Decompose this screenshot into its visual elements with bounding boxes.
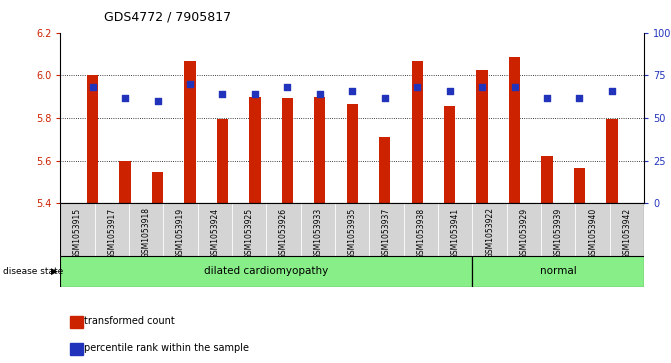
Point xyxy=(607,88,617,94)
Bar xyxy=(152,172,163,203)
FancyBboxPatch shape xyxy=(198,203,232,256)
Point xyxy=(574,95,585,101)
Text: ▶: ▶ xyxy=(51,267,58,276)
Text: GSM1053940: GSM1053940 xyxy=(588,208,597,259)
Text: GSM1053939: GSM1053939 xyxy=(554,208,563,259)
Point xyxy=(185,81,195,87)
FancyBboxPatch shape xyxy=(404,203,438,256)
Text: GSM1053925: GSM1053925 xyxy=(245,208,254,258)
Bar xyxy=(314,97,325,203)
Point xyxy=(444,88,455,94)
FancyBboxPatch shape xyxy=(232,203,266,256)
Bar xyxy=(411,61,423,203)
Bar xyxy=(119,161,131,203)
Bar xyxy=(249,97,260,203)
FancyBboxPatch shape xyxy=(472,203,507,256)
Text: GSM1053938: GSM1053938 xyxy=(417,208,425,258)
FancyBboxPatch shape xyxy=(610,203,644,256)
FancyBboxPatch shape xyxy=(472,256,644,287)
Text: GSM1053919: GSM1053919 xyxy=(176,208,185,258)
FancyBboxPatch shape xyxy=(164,203,198,256)
Bar xyxy=(541,156,553,203)
Point xyxy=(476,84,487,90)
Text: transformed count: transformed count xyxy=(84,316,174,326)
Point xyxy=(119,95,130,101)
Bar xyxy=(282,98,293,203)
Bar xyxy=(509,57,520,203)
FancyBboxPatch shape xyxy=(266,203,301,256)
Point xyxy=(347,88,358,94)
Text: GSM1053933: GSM1053933 xyxy=(313,208,323,259)
Text: GSM1053941: GSM1053941 xyxy=(451,208,460,258)
Text: GSM1053922: GSM1053922 xyxy=(485,208,494,258)
Bar xyxy=(87,76,98,203)
Point xyxy=(379,95,390,101)
Bar xyxy=(476,70,488,203)
FancyBboxPatch shape xyxy=(335,203,370,256)
Point xyxy=(87,84,98,90)
FancyBboxPatch shape xyxy=(576,203,610,256)
Text: GSM1053918: GSM1053918 xyxy=(142,208,151,258)
Text: GSM1053935: GSM1053935 xyxy=(348,208,357,259)
Point xyxy=(509,84,520,90)
Text: GSM1053942: GSM1053942 xyxy=(623,208,631,258)
Text: disease state: disease state xyxy=(3,267,64,276)
Bar xyxy=(607,119,617,203)
Point xyxy=(282,84,293,90)
FancyBboxPatch shape xyxy=(60,256,472,287)
Point xyxy=(152,98,163,104)
Text: GSM1053937: GSM1053937 xyxy=(382,208,391,259)
Point xyxy=(412,84,423,90)
Text: normal: normal xyxy=(540,266,576,276)
Point xyxy=(217,91,228,97)
Text: GSM1053915: GSM1053915 xyxy=(73,208,82,258)
Bar xyxy=(444,106,456,203)
FancyBboxPatch shape xyxy=(60,203,95,256)
Point xyxy=(315,91,325,97)
FancyBboxPatch shape xyxy=(507,203,541,256)
Text: GSM1053926: GSM1053926 xyxy=(279,208,288,258)
FancyBboxPatch shape xyxy=(301,203,335,256)
Bar xyxy=(574,168,585,203)
FancyBboxPatch shape xyxy=(129,203,164,256)
Bar xyxy=(347,104,358,203)
Bar xyxy=(217,119,228,203)
FancyBboxPatch shape xyxy=(95,203,129,256)
Point xyxy=(250,91,260,97)
FancyBboxPatch shape xyxy=(541,203,576,256)
Text: GDS4772 / 7905817: GDS4772 / 7905817 xyxy=(104,11,231,24)
Text: GSM1053924: GSM1053924 xyxy=(211,208,219,258)
Text: GSM1053929: GSM1053929 xyxy=(519,208,529,258)
Bar xyxy=(379,137,391,203)
FancyBboxPatch shape xyxy=(438,203,472,256)
Bar xyxy=(185,61,196,203)
Point xyxy=(541,95,552,101)
Text: percentile rank within the sample: percentile rank within the sample xyxy=(84,343,249,354)
FancyBboxPatch shape xyxy=(370,203,404,256)
Text: GSM1053917: GSM1053917 xyxy=(107,208,116,258)
Text: dilated cardiomyopathy: dilated cardiomyopathy xyxy=(204,266,329,276)
